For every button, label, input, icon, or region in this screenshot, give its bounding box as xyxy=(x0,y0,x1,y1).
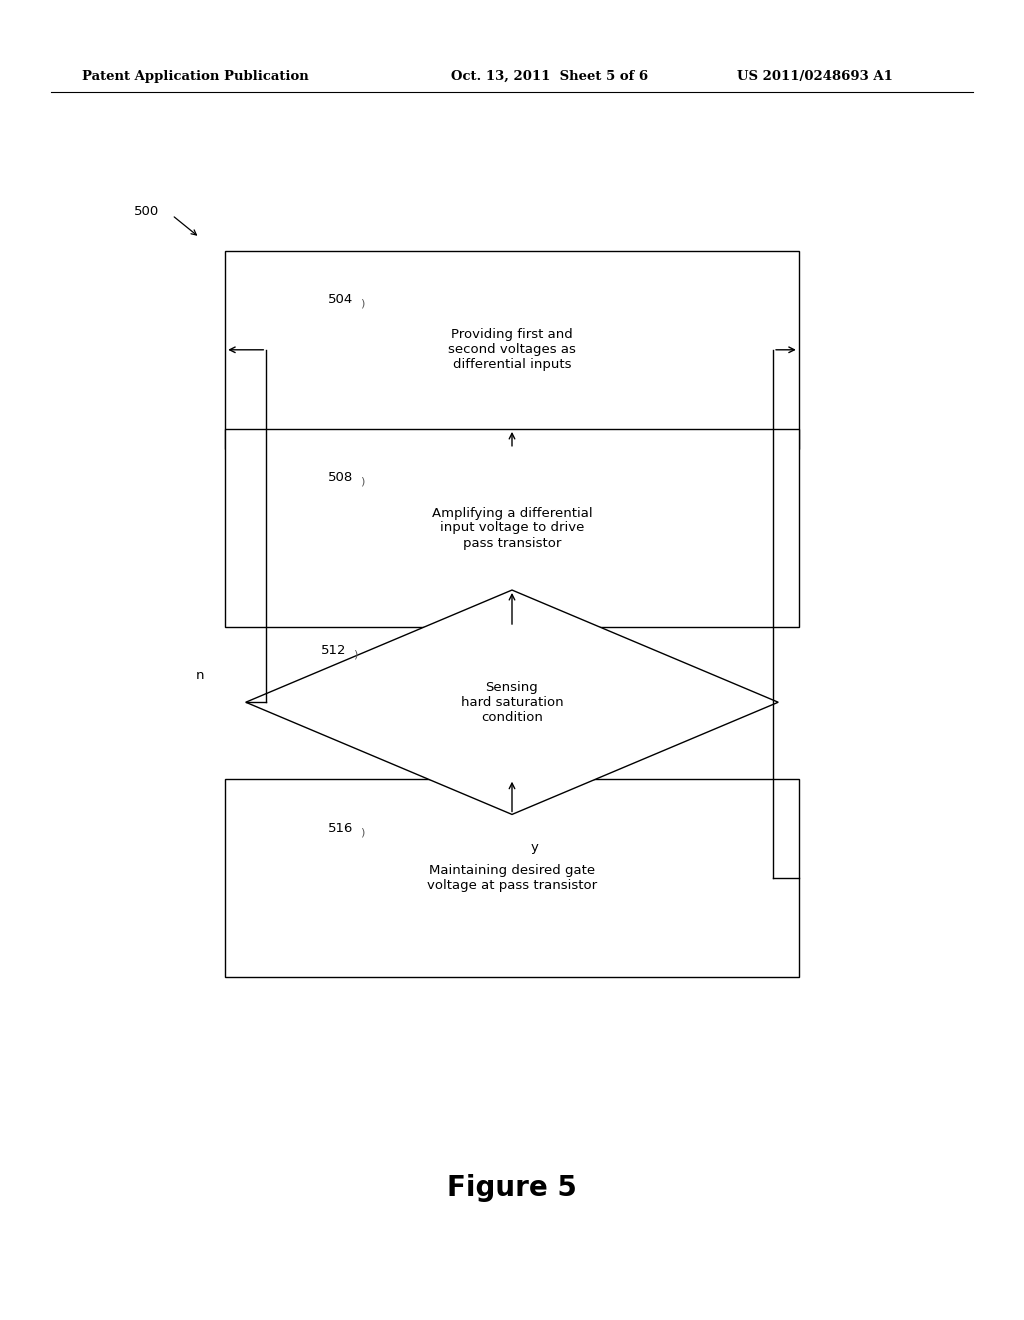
Text: 504: 504 xyxy=(328,293,353,306)
Text: Providing first and
second voltages as
differential inputs: Providing first and second voltages as d… xyxy=(449,329,575,371)
Bar xyxy=(225,779,799,977)
Text: ): ) xyxy=(353,649,357,660)
Text: Maintaining desired gate
voltage at pass transistor: Maintaining desired gate voltage at pass… xyxy=(427,863,597,892)
Text: ): ) xyxy=(360,298,365,309)
Text: Sensing
hard saturation
condition: Sensing hard saturation condition xyxy=(461,681,563,723)
Polygon shape xyxy=(246,590,778,814)
Text: Oct. 13, 2011  Sheet 5 of 6: Oct. 13, 2011 Sheet 5 of 6 xyxy=(451,70,648,83)
Text: 516: 516 xyxy=(328,822,353,836)
Text: Patent Application Publication: Patent Application Publication xyxy=(82,70,308,83)
Bar xyxy=(225,251,799,449)
Text: ): ) xyxy=(360,828,365,838)
Text: 500: 500 xyxy=(133,205,159,218)
Text: Amplifying a differential
input voltage to drive
pass transistor: Amplifying a differential input voltage … xyxy=(432,507,592,549)
Bar xyxy=(225,429,799,627)
Text: US 2011/0248693 A1: US 2011/0248693 A1 xyxy=(737,70,893,83)
Text: 508: 508 xyxy=(328,471,353,484)
Text: Figure 5: Figure 5 xyxy=(447,1173,577,1203)
Text: ): ) xyxy=(360,477,365,487)
Text: y: y xyxy=(530,841,539,854)
Text: 512: 512 xyxy=(321,644,346,657)
Text: n: n xyxy=(196,669,204,682)
